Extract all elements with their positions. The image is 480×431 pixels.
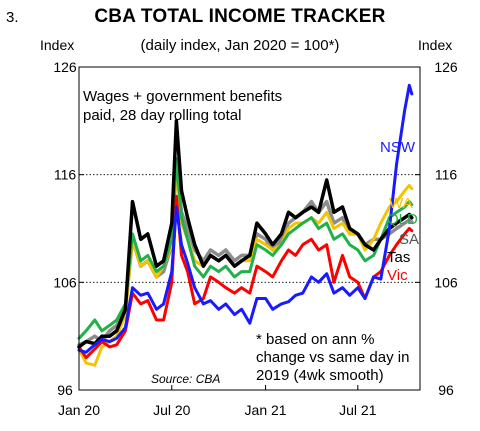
annotation-source: Source: CBA: [151, 372, 220, 386]
series-label-qld: QLD: [387, 211, 418, 228]
x-tick-label: Jul 21: [339, 402, 377, 418]
series-label-vic: Vic: [387, 267, 408, 284]
series-label-sa: SA: [399, 231, 419, 248]
y-axis-label-left: Index: [40, 37, 75, 53]
annotation-description-line: paid, 28 day rolling total: [83, 107, 241, 124]
annotation-footnote-line: 2019 (4wk smooth): [256, 367, 384, 384]
y-tick-label-left: 106: [53, 274, 77, 290]
series-label-tas: Tas: [387, 249, 410, 266]
chart-subtitle: (daily index, Jan 2020 = 100*): [140, 37, 340, 54]
plot-frame: [78, 66, 421, 391]
y-tick-label-left: 96: [57, 382, 73, 398]
y-tick-label-right: 106: [434, 274, 458, 290]
y-axis-label-right: Index: [418, 37, 453, 53]
series-label-wa: WA: [389, 195, 413, 212]
annotation-footnote-line: change vs same day in: [256, 349, 409, 366]
series-line-qld: [77, 157, 414, 340]
x-tick-label: Jul 20: [153, 402, 191, 418]
series-line-tas: [77, 119, 414, 349]
annotations: Wages + government benefits paid, 28 day …: [83, 88, 409, 386]
y-tick-label-right: 116: [435, 167, 458, 183]
annotation-footnote: * based on ann % change vs same day in 201…: [256, 331, 409, 384]
axes: 96 96 106 106 116 116 126 126 Jan 20 Jul 20 Jan 21…: [53, 59, 458, 418]
chart-title: CBA TOTAL INCOME TRACKER: [94, 6, 386, 27]
series-group: [77, 83, 414, 367]
series-line-nsw: [77, 83, 414, 354]
annotation-source-line: Source: CBA: [151, 372, 220, 386]
annotation-description: Wages + government benefits paid, 28 day …: [83, 88, 282, 124]
y-tick-label-right: 96: [438, 382, 454, 398]
x-tick-label: Jan 21: [245, 402, 287, 418]
series-label-nsw: NSW: [380, 139, 416, 156]
x-tick-label: Jan 20: [58, 402, 100, 418]
annotation-description-line: Wages + government benefits: [83, 88, 282, 105]
annotation-footnote-line: * based on ann %: [256, 331, 374, 348]
figure-number: 3.: [6, 9, 19, 26]
grid-lines: [79, 174, 420, 283]
y-tick-label-left: 116: [54, 167, 77, 183]
y-tick-label-left: 126: [53, 59, 77, 75]
y-tick-label-right: 126: [434, 59, 458, 75]
